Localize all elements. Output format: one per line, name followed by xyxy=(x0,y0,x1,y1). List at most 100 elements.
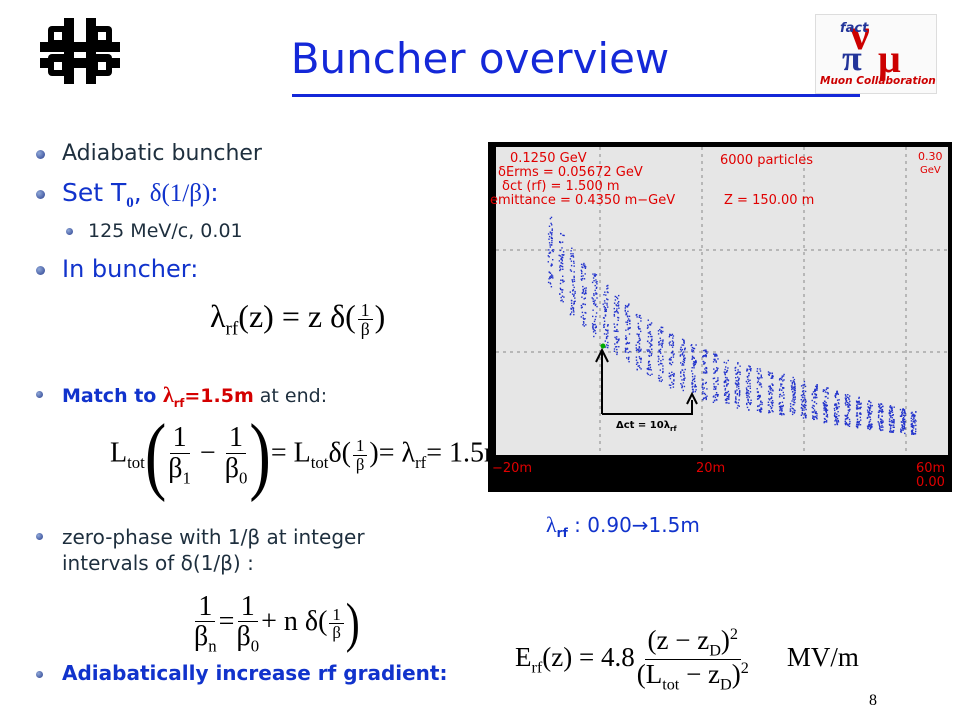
particle xyxy=(561,299,563,301)
particle xyxy=(552,259,554,261)
particle xyxy=(649,364,651,366)
particle xyxy=(892,426,894,428)
particle xyxy=(660,360,662,362)
particle xyxy=(867,427,869,429)
particle xyxy=(889,431,891,433)
particle xyxy=(596,293,598,295)
particle xyxy=(728,402,730,404)
particle xyxy=(748,372,750,375)
particle xyxy=(801,412,803,414)
particle xyxy=(706,372,708,374)
particle xyxy=(882,426,884,428)
particle xyxy=(879,410,881,412)
particle xyxy=(737,380,739,382)
particle xyxy=(822,402,824,404)
particle xyxy=(713,388,715,390)
particle xyxy=(670,384,672,386)
particle xyxy=(714,396,717,399)
particle xyxy=(680,371,682,373)
particle xyxy=(912,414,914,416)
particle xyxy=(756,381,759,384)
particle xyxy=(559,287,562,290)
particle xyxy=(759,409,762,411)
particle xyxy=(671,340,674,342)
particle xyxy=(871,426,873,428)
particle xyxy=(846,423,849,426)
particle xyxy=(888,418,891,420)
particle xyxy=(727,383,729,385)
particle xyxy=(648,323,651,326)
particle xyxy=(738,385,740,388)
particle xyxy=(679,355,681,357)
particle xyxy=(911,424,914,427)
particle xyxy=(616,351,618,354)
particle xyxy=(570,253,572,255)
particle xyxy=(607,298,609,301)
particle xyxy=(772,401,774,404)
particle xyxy=(717,383,719,385)
particle xyxy=(746,376,749,378)
particle xyxy=(594,289,596,292)
particle xyxy=(625,338,627,341)
particle xyxy=(625,329,627,331)
particle xyxy=(893,420,895,423)
particle xyxy=(617,316,619,319)
particle xyxy=(760,401,762,403)
particle xyxy=(670,359,672,361)
particle xyxy=(625,349,627,351)
particle xyxy=(879,418,882,420)
particle xyxy=(691,373,694,375)
particle xyxy=(893,422,895,424)
particle xyxy=(640,348,642,350)
particle xyxy=(629,326,631,329)
particle xyxy=(713,395,715,397)
particle xyxy=(583,293,586,295)
particle xyxy=(867,406,869,408)
particle xyxy=(647,326,649,328)
particle xyxy=(838,399,840,401)
part xyxy=(54,32,62,40)
particle xyxy=(846,402,849,404)
particle xyxy=(869,416,871,418)
title-rule xyxy=(292,94,860,97)
particle xyxy=(736,407,739,409)
particle xyxy=(694,384,696,386)
particle xyxy=(682,374,685,376)
particle xyxy=(813,409,816,411)
particle xyxy=(625,312,627,314)
particle xyxy=(793,399,795,401)
particle xyxy=(594,284,596,287)
particle xyxy=(573,295,575,297)
particle xyxy=(834,420,836,422)
particle xyxy=(692,349,695,352)
particle xyxy=(703,372,705,374)
particle xyxy=(893,419,895,421)
particle xyxy=(889,405,892,407)
particle xyxy=(695,362,697,364)
particle xyxy=(705,355,707,358)
particle xyxy=(550,222,552,225)
particle xyxy=(694,380,696,383)
particle xyxy=(616,353,618,356)
particle xyxy=(789,408,792,410)
particle xyxy=(739,365,741,367)
particle xyxy=(585,324,587,326)
particle xyxy=(792,411,794,413)
particle xyxy=(899,408,902,411)
particle xyxy=(823,402,825,405)
particle xyxy=(613,307,615,310)
particle xyxy=(648,360,651,363)
plot-label: 0.30 xyxy=(918,150,943,163)
text: rf xyxy=(225,318,239,340)
particle xyxy=(571,305,573,307)
particle xyxy=(594,323,596,326)
particle xyxy=(627,328,629,331)
particle xyxy=(738,391,741,393)
arrows xyxy=(595,347,698,415)
particle xyxy=(791,387,793,389)
particle xyxy=(573,303,575,305)
particle xyxy=(835,393,837,395)
particle xyxy=(878,409,880,412)
part: rf xyxy=(670,425,677,433)
particle xyxy=(866,416,869,419)
